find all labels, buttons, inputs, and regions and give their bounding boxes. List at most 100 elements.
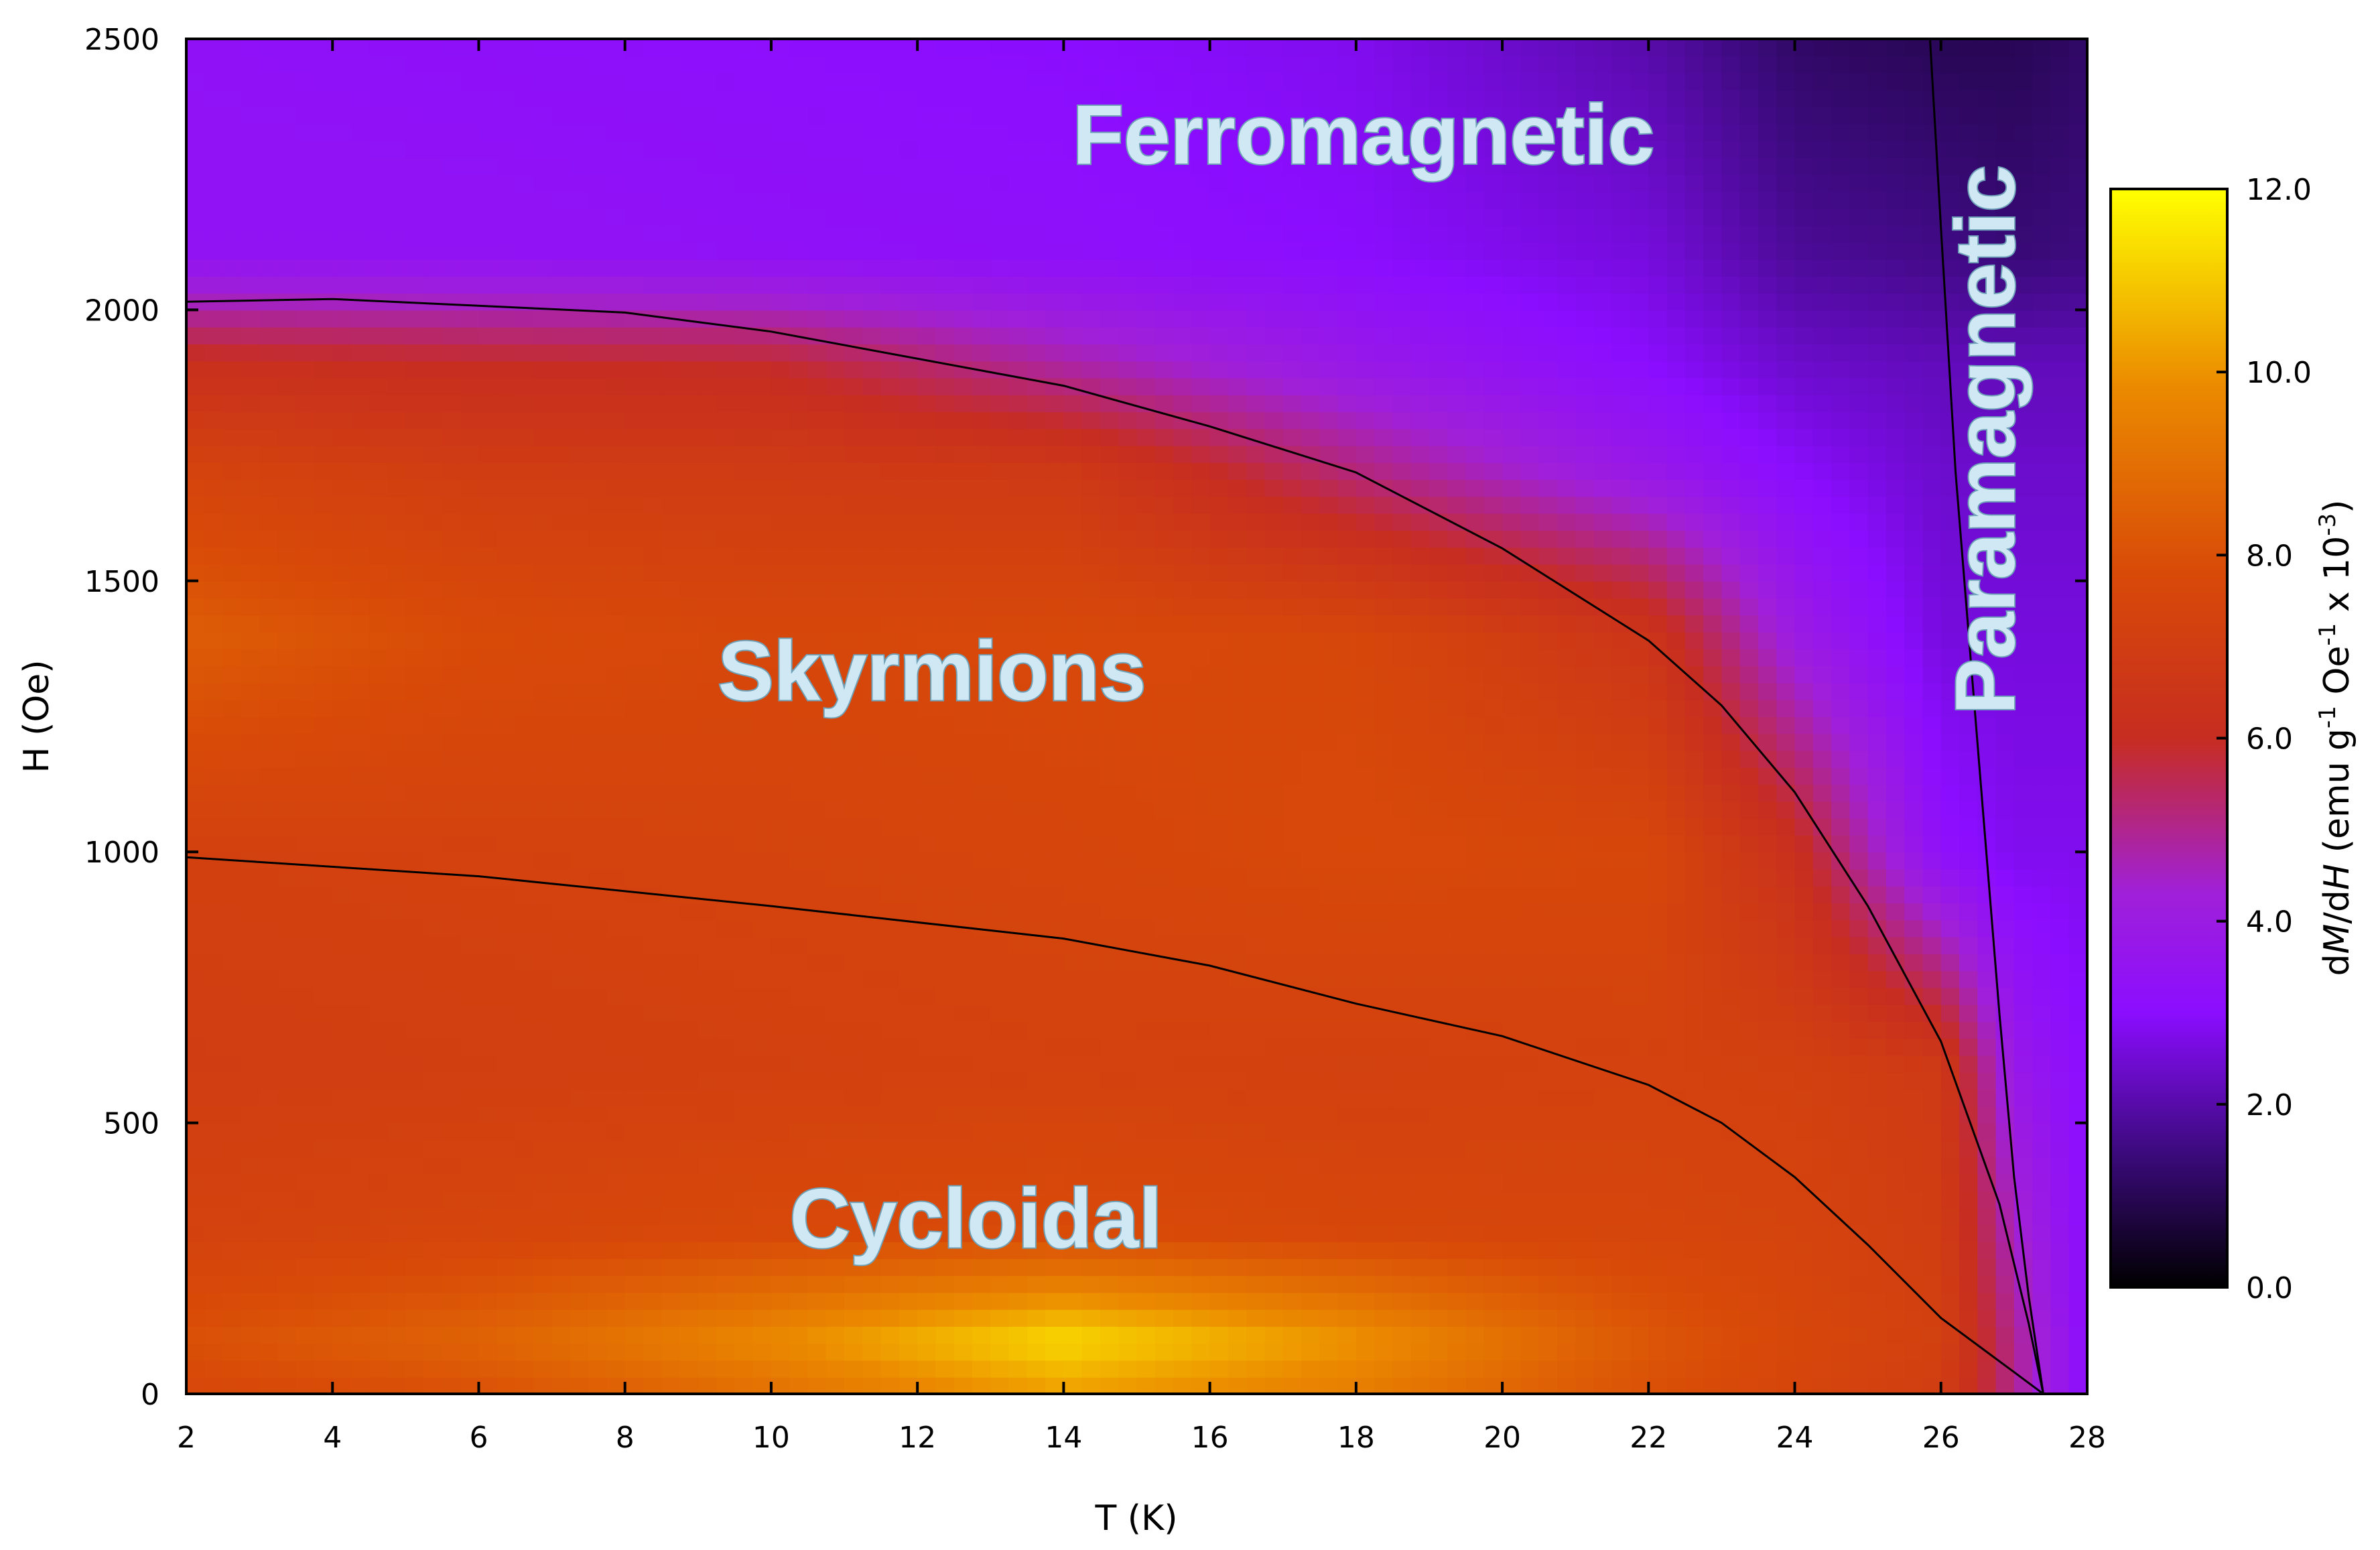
heatmap-cell: [1630, 767, 1650, 785]
heatmap-cell: [1154, 733, 1175, 751]
heatmap-cell: [1575, 1376, 1595, 1394]
heatmap-cell: [1483, 648, 1504, 667]
heatmap-cell: [1794, 987, 1814, 1005]
heatmap-cell: [1922, 580, 1942, 599]
heatmap-cell: [1008, 716, 1028, 734]
heatmap-cell: [1008, 834, 1028, 853]
heatmap-cell: [1282, 885, 1302, 904]
heatmap-cell: [1959, 868, 1979, 887]
heatmap-cell: [1246, 1021, 1266, 1039]
heatmap-cell: [241, 868, 261, 887]
heatmap-cell: [679, 615, 699, 633]
heatmap-cell: [1374, 885, 1394, 904]
heatmap-cell: [332, 1190, 352, 1208]
heatmap-cell: [1447, 1122, 1467, 1141]
heatmap-cell: [533, 834, 553, 853]
heatmap-cell: [1922, 868, 1942, 887]
heatmap-cell: [1118, 1309, 1138, 1327]
heatmap-cell: [204, 598, 224, 616]
heatmap-cell: [1228, 987, 1248, 1005]
heatmap-cell: [1081, 1376, 1101, 1394]
heatmap-cell: [423, 1241, 443, 1259]
heatmap-cell: [241, 818, 261, 836]
heatmap-cell: [1849, 1038, 1869, 1056]
heatmap-cell: [1429, 1122, 1449, 1141]
heatmap-cell: [405, 1224, 425, 1242]
heatmap-cell: [606, 970, 626, 988]
heatmap-cell: [1684, 1208, 1705, 1226]
heatmap-cell: [442, 1275, 462, 1293]
heatmap-cell: [1319, 598, 1339, 616]
heatmap-cell: [478, 1224, 498, 1242]
heatmap-cell: [661, 1157, 681, 1175]
heatmap-cell: [1611, 1089, 1632, 1107]
heatmap-cell: [423, 852, 443, 870]
heatmap-cell: [1173, 750, 1193, 768]
heatmap-cell: [771, 1258, 791, 1277]
heatmap-cell: [1575, 631, 1595, 649]
heatmap-cell: [844, 648, 864, 667]
heatmap-cell: [1465, 631, 1485, 649]
heatmap-cell: [990, 1072, 1010, 1090]
heatmap-cell: [1447, 648, 1467, 667]
heatmap-cell: [1922, 1139, 1942, 1158]
heatmap-cell: [551, 750, 571, 768]
heatmap-cell: [1721, 903, 1741, 921]
heatmap-cell: [369, 1224, 389, 1242]
heatmap-cell: [825, 1224, 846, 1242]
heatmap-cell: [990, 987, 1010, 1005]
heatmap-cell: [825, 1360, 846, 1378]
heatmap-cell: [369, 885, 389, 904]
heatmap-cell: [442, 682, 462, 700]
heatmap-cell: [1502, 1122, 1522, 1141]
heatmap-cell: [314, 1326, 334, 1344]
heatmap-cell: [1520, 852, 1540, 870]
heatmap-cell: [1100, 868, 1120, 887]
heatmap-cell: [698, 648, 718, 667]
heatmap-cell: [1465, 1173, 1485, 1191]
heatmap-cell: [698, 801, 718, 819]
heatmap-cell: [1282, 801, 1302, 819]
heatmap-cell: [497, 970, 516, 988]
heatmap-cell: [1575, 682, 1595, 700]
heatmap-cell: [295, 818, 315, 836]
heatmap-cell: [1191, 1326, 1211, 1344]
heatmap-cell: [807, 936, 827, 954]
heatmap-cell: [1776, 716, 1796, 734]
heatmap-cell: [588, 903, 608, 921]
heatmap-cell: [716, 1021, 736, 1039]
heatmap-cell: [935, 750, 955, 768]
heatmap-cell: [1739, 699, 1759, 717]
heatmap-cell: [752, 580, 772, 599]
heatmap-cell: [880, 834, 900, 853]
heatmap-cell: [1136, 936, 1156, 954]
heatmap-cell: [752, 1122, 772, 1141]
heatmap-cell: [1282, 1275, 1302, 1293]
heatmap-cell: [862, 868, 882, 887]
heatmap-cell: [1721, 953, 1741, 972]
heatmap-cell: [1995, 750, 2015, 768]
heatmap-cell: [1849, 1139, 1869, 1158]
heatmap-cell: [880, 1326, 900, 1344]
heatmap-cell: [606, 1173, 626, 1191]
heatmap-cell: [1904, 1038, 1924, 1056]
heatmap-cell: [277, 1343, 297, 1361]
heatmap-cell: [570, 1157, 590, 1175]
heatmap-cell: [350, 885, 370, 904]
heatmap-cell: [1666, 1055, 1686, 1073]
heatmap-cell: [1118, 1021, 1138, 1039]
heatmap-cell: [1703, 1004, 1723, 1022]
heatmap-cell: [186, 1122, 206, 1141]
heatmap-cell: [1922, 615, 1942, 633]
heatmap-cell: [935, 665, 955, 684]
heatmap-cell: [1264, 936, 1284, 954]
heatmap-cell: [1684, 1072, 1705, 1090]
heatmap-cell: [1483, 1208, 1504, 1226]
heatmap-cell: [1063, 1122, 1083, 1141]
heatmap-cell: [1721, 1208, 1741, 1226]
heatmap-cell: [1703, 1089, 1723, 1107]
heatmap-cell: [1392, 580, 1412, 599]
heatmap-cell: [862, 1258, 882, 1277]
heatmap-cell: [1264, 1258, 1284, 1277]
heatmap-cell: [570, 1055, 590, 1073]
